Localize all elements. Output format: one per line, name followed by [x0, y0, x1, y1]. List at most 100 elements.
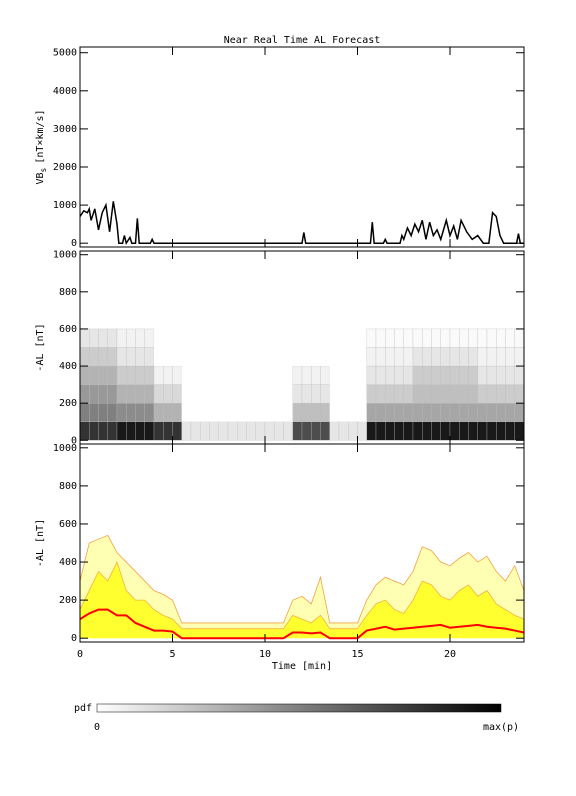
heat-cell — [366, 384, 377, 404]
heat-cell — [431, 421, 441, 441]
heat-cell — [311, 328, 321, 348]
heat-cell — [320, 328, 330, 348]
heat-cell — [283, 328, 293, 348]
heat-cell — [80, 384, 90, 404]
heat-cell — [200, 366, 210, 385]
heat-cell — [292, 365, 303, 385]
heat-cell — [403, 403, 414, 422]
y-axis-label: -AL [nT] — [35, 519, 46, 567]
heat-cell — [154, 347, 164, 367]
y-tick-label: 600 — [59, 324, 77, 335]
heat-cell — [172, 365, 182, 385]
heat-cell — [135, 328, 145, 348]
heat-cell — [200, 403, 210, 422]
heat-cell — [116, 421, 127, 441]
heat-cell — [98, 384, 108, 404]
heat-cell — [116, 365, 127, 385]
heat-cell — [412, 365, 423, 385]
heat-cell — [200, 384, 210, 404]
heat-cell — [431, 347, 441, 367]
heat-cell — [209, 403, 219, 422]
heat-cell — [191, 328, 201, 348]
heat-cell — [348, 403, 358, 422]
heat-cell — [301, 365, 312, 385]
heat-cell — [237, 403, 247, 422]
heat-cell — [514, 328, 524, 348]
heat-cell — [144, 384, 155, 404]
heat-cell — [237, 421, 247, 441]
heat-cell — [366, 421, 377, 441]
heat-cell — [339, 366, 349, 385]
heat-cell — [228, 403, 238, 422]
heat-cell — [468, 384, 478, 404]
plot-area — [80, 328, 524, 441]
heat-cell — [107, 347, 118, 367]
heat-cell — [302, 328, 312, 348]
heat-cell — [440, 347, 451, 367]
heat-cell — [163, 365, 173, 385]
heat-cell — [163, 328, 173, 348]
heat-cell — [459, 403, 469, 422]
heat-cell — [246, 421, 256, 441]
heat-cell — [329, 347, 339, 367]
heat-cell — [218, 366, 228, 385]
x-tick-label: 20 — [444, 649, 456, 660]
heat-cell — [181, 421, 192, 441]
heat-cell — [283, 421, 293, 441]
heat-cell — [80, 365, 90, 385]
heat-cell — [153, 421, 164, 441]
heat-cell — [301, 421, 312, 441]
heat-cell — [459, 384, 469, 404]
heat-cell — [339, 328, 349, 348]
heat-cell — [135, 421, 145, 441]
y-axis-label: -AL [nT] — [35, 323, 46, 371]
y-tick-label: 2000 — [53, 162, 77, 173]
heat-cell — [89, 328, 99, 348]
heat-cell — [163, 347, 173, 367]
heat-cell — [468, 365, 478, 385]
heat-cell — [181, 403, 191, 422]
heat-cell — [339, 403, 349, 422]
heat-cell — [385, 365, 395, 385]
heat-cell — [431, 384, 441, 404]
heat-cell — [116, 347, 127, 367]
heat-cell — [218, 421, 229, 441]
heat-cell — [394, 365, 404, 385]
heat-cell — [422, 328, 432, 348]
heat-cell — [375, 347, 386, 367]
heat-cell — [80, 403, 90, 422]
heat-cell — [274, 366, 284, 385]
heat-cell — [292, 328, 302, 348]
heat-cell — [468, 421, 478, 441]
heat-cell — [422, 347, 432, 367]
heat-cell — [181, 328, 191, 348]
heat-cell — [449, 384, 460, 404]
heat-cell — [329, 421, 340, 441]
heat-cell — [209, 328, 219, 348]
heat-cell — [163, 421, 173, 441]
y-tick-label: 0 — [71, 633, 77, 644]
heat-cell — [89, 421, 99, 441]
x-axis-label: Time [min] — [272, 661, 332, 672]
heat-cell — [89, 384, 99, 404]
heat-cell — [274, 328, 284, 348]
heat-cell — [228, 384, 238, 404]
heat-cell — [431, 328, 441, 348]
heat-cell — [209, 366, 219, 385]
heat-cell — [218, 347, 228, 367]
heat-cell — [80, 421, 90, 441]
heat-cell — [459, 365, 469, 385]
heat-cell — [329, 384, 339, 404]
area-edge — [80, 560, 524, 630]
heat-cell — [190, 421, 201, 441]
x-tick-label: 10 — [259, 649, 271, 660]
heat-cell — [228, 347, 238, 367]
heat-cell — [412, 328, 423, 348]
heat-cell — [301, 384, 312, 404]
heat-cell — [320, 347, 330, 367]
x-tick-label: 15 — [351, 649, 363, 660]
heat-cell — [329, 366, 339, 385]
heat-cell — [265, 347, 275, 367]
heat-cell — [265, 384, 275, 404]
